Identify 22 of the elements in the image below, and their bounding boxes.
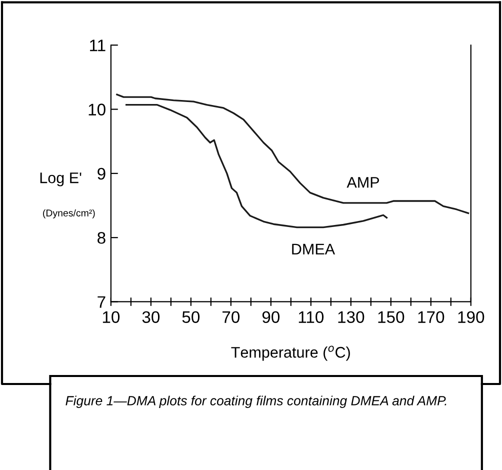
annotation: AMP [346, 177, 379, 188]
y-tick-label: 7 [98, 296, 106, 308]
x-tick-label: 70 [222, 311, 240, 324]
y-tick-label: 10 [88, 104, 106, 116]
caption: Figure 1—DMA plots for coating films containing DMEA and AMP. [66, 396, 446, 408]
x-tick-label: 50 [182, 311, 200, 324]
text: (Dynes/cm²) [43, 209, 95, 218]
line-series [126, 104, 388, 228]
annotation: DMEA [292, 244, 336, 254]
x-tick-label: 130 [338, 311, 364, 324]
x-axis-title: Temperature ($^{o}$C) [231, 346, 350, 361]
x-tick-label: 110 [298, 311, 324, 324]
y-tick-label: 8 [98, 232, 106, 244]
x-tick-label: 170 [418, 311, 444, 324]
x-tick-label: 190 [458, 311, 484, 324]
line-series [116, 94, 470, 214]
x-tick-label: 90 [262, 311, 280, 324]
y-tick-label: 11 [90, 40, 106, 52]
x-tick-label: 30 [142, 311, 160, 324]
y-tick-label: 9 [98, 168, 106, 180]
x-tick-label: 150 [378, 311, 404, 324]
y-axis-title: Log E' [40, 172, 82, 186]
